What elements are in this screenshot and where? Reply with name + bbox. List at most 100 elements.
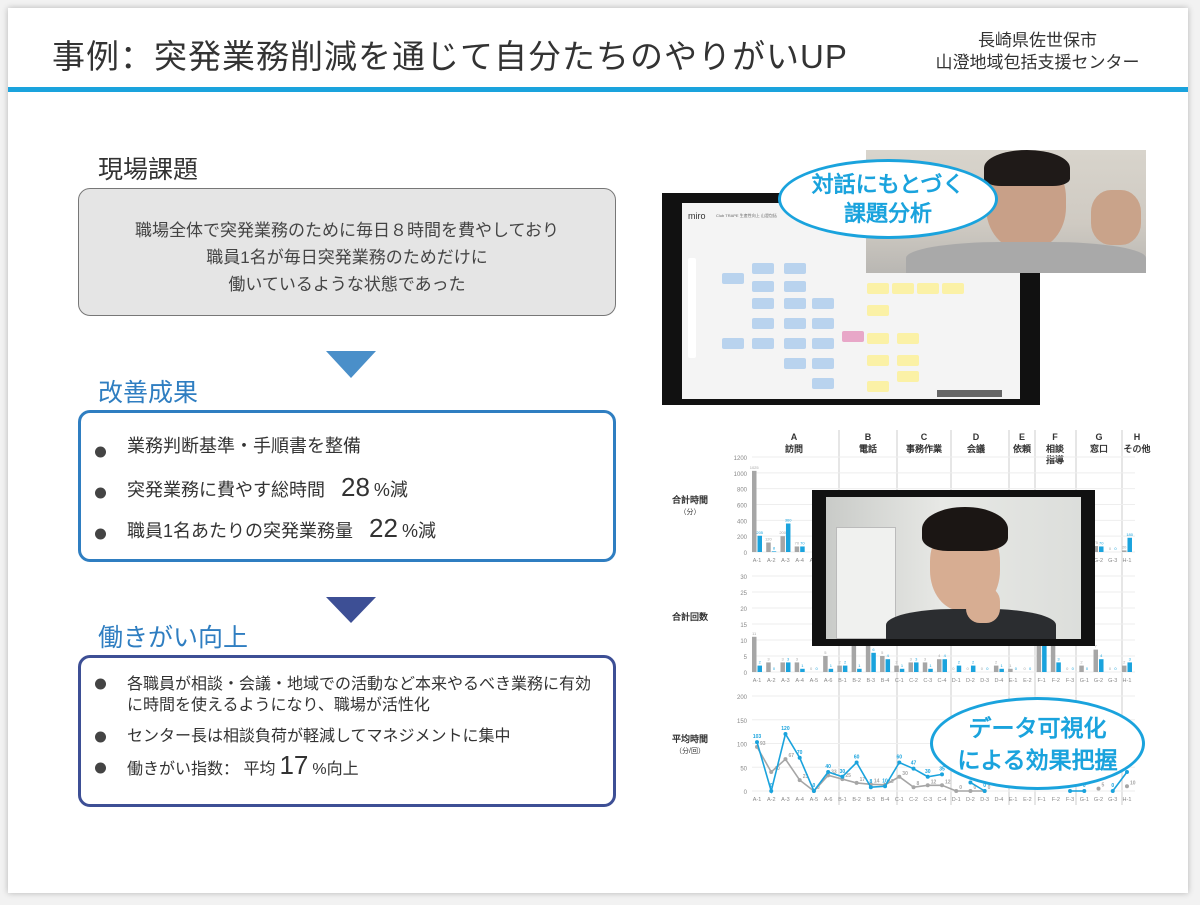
y-tick-label: 10 bbox=[740, 639, 747, 645]
data-label: 3 bbox=[787, 656, 790, 661]
results-heading: 改善成果 bbox=[98, 379, 199, 407]
result-item: 職員1名あたりの突発業務量 22 %減 bbox=[81, 513, 613, 554]
data-label: 0 bbox=[813, 783, 816, 789]
bar bbox=[970, 665, 976, 672]
bar bbox=[752, 636, 757, 672]
data-label: 0 bbox=[1109, 546, 1112, 551]
bar bbox=[823, 656, 828, 672]
bar bbox=[1099, 659, 1104, 672]
y-tick-label: 150 bbox=[737, 719, 748, 725]
x-tick-label: C-3 bbox=[923, 678, 932, 684]
data-label: 1 bbox=[801, 663, 804, 668]
y-tick-label: 30 bbox=[740, 575, 747, 581]
x-tick-label: F-1 bbox=[1037, 678, 1045, 684]
data-label: 1 bbox=[858, 663, 861, 668]
bar bbox=[999, 668, 1004, 672]
bar bbox=[1127, 537, 1132, 552]
bar bbox=[1008, 668, 1013, 672]
x-tick-label: E-1 bbox=[1009, 678, 1018, 684]
bar bbox=[785, 523, 791, 552]
data-label: 2 bbox=[844, 660, 847, 665]
data-label: 1 bbox=[901, 663, 904, 668]
bar bbox=[956, 665, 962, 672]
data-label: 70 bbox=[800, 540, 805, 545]
series-line bbox=[756, 746, 985, 793]
callout-data-visualization: データ可視化 による効果把握 bbox=[930, 697, 1145, 790]
data-label: 2 bbox=[1123, 660, 1126, 665]
bar bbox=[771, 551, 777, 552]
group-letter: B bbox=[865, 432, 872, 442]
panel-label: 合計回数 bbox=[672, 611, 709, 622]
x-tick-label: G-2 bbox=[1094, 558, 1103, 564]
data-label: 10 bbox=[1130, 780, 1136, 786]
bar bbox=[865, 640, 871, 672]
data-label: 1025 bbox=[750, 465, 760, 470]
results-box: 業務判断基準・手順書を整備 突発業務に費やす総時間 28 %減 職員1名あたりの突発… bbox=[78, 410, 616, 562]
data-label: 70 bbox=[1099, 540, 1104, 545]
bar bbox=[922, 662, 928, 672]
data-label: 103 bbox=[753, 734, 762, 740]
data-label: 47 bbox=[911, 761, 917, 767]
bar bbox=[885, 659, 891, 672]
x-tick-label: C-4 bbox=[938, 678, 947, 684]
data-label: 0 bbox=[986, 666, 989, 671]
x-tick-label: A-3 bbox=[781, 558, 790, 564]
bar bbox=[942, 659, 947, 672]
x-tick-label: A-3 bbox=[781, 678, 790, 684]
data-label: 0 bbox=[816, 666, 819, 671]
x-tick-label: A-2 bbox=[767, 558, 776, 564]
data-label: 0 bbox=[1015, 666, 1018, 671]
bar bbox=[899, 668, 905, 672]
x-tick-label: B-1 bbox=[838, 678, 847, 684]
x-tick-label: A-1 bbox=[753, 678, 762, 684]
down-arrow-icon bbox=[326, 351, 376, 378]
data-label: 0 bbox=[1023, 666, 1026, 671]
callout-dialog-analysis: 対話にもとづく 課題分析 bbox=[778, 159, 998, 239]
x-tick-label: G-1 bbox=[1080, 678, 1089, 684]
bar bbox=[993, 665, 999, 672]
y-tick-label: 0 bbox=[744, 551, 748, 557]
issue-line: 職員1名が毎日突発業務のためだけに bbox=[206, 248, 488, 267]
bar bbox=[837, 665, 842, 672]
bar bbox=[851, 640, 857, 672]
x-tick-label: C-2 bbox=[909, 678, 918, 684]
data-label: 2 bbox=[838, 660, 841, 665]
bar bbox=[780, 536, 785, 552]
bar bbox=[1050, 640, 1056, 672]
group-letter: G bbox=[1095, 432, 1102, 442]
data-label: 2 bbox=[995, 660, 998, 665]
y-tick-label: 400 bbox=[737, 519, 748, 525]
group-letter: D bbox=[973, 432, 980, 442]
group-name: 事務作業 bbox=[906, 443, 943, 454]
data-label: 3 bbox=[915, 656, 918, 661]
x-tick-label: E-1 bbox=[1009, 797, 1018, 803]
data-label: 12 bbox=[931, 779, 937, 785]
group-name: その他 bbox=[1123, 443, 1150, 454]
x-tick-label: F-1 bbox=[1037, 797, 1045, 803]
x-tick-label: D-1 bbox=[952, 678, 961, 684]
series-line bbox=[970, 781, 986, 792]
y-tick-label: 20 bbox=[740, 607, 747, 613]
bar bbox=[1093, 649, 1099, 672]
group-name: 電話 bbox=[859, 443, 877, 454]
data-label: 0 bbox=[773, 666, 776, 671]
y-tick-label: 15 bbox=[740, 623, 747, 629]
x-tick-label: D-3 bbox=[980, 797, 989, 803]
bar bbox=[757, 665, 762, 672]
bar bbox=[1127, 662, 1132, 672]
data-label: 3 bbox=[1129, 656, 1132, 661]
x-tick-label: A-4 bbox=[795, 558, 804, 564]
issue-line: 職場全体で突発業務のために毎日８時間を費やしており bbox=[135, 221, 559, 240]
y-tick-label: 600 bbox=[737, 504, 748, 510]
data-label: 33 bbox=[831, 769, 837, 775]
x-tick-label: A-4 bbox=[795, 678, 804, 684]
data-label: 70 bbox=[795, 540, 800, 545]
x-tick-label: A-4 bbox=[795, 797, 804, 803]
x-tick-label: B-2 bbox=[852, 678, 861, 684]
down-arrow-icon bbox=[326, 597, 376, 623]
x-tick-label: B-1 bbox=[838, 797, 847, 803]
data-label: 0 bbox=[973, 785, 976, 791]
x-tick-label: F-3 bbox=[1066, 678, 1074, 684]
panel-label: 合計時間 bbox=[672, 494, 708, 505]
data-label: 1 bbox=[1000, 663, 1003, 668]
